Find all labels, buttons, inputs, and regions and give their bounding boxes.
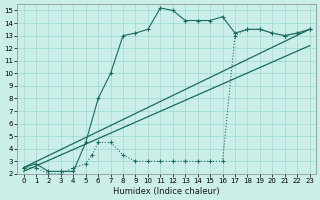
X-axis label: Humidex (Indice chaleur): Humidex (Indice chaleur) xyxy=(113,187,220,196)
